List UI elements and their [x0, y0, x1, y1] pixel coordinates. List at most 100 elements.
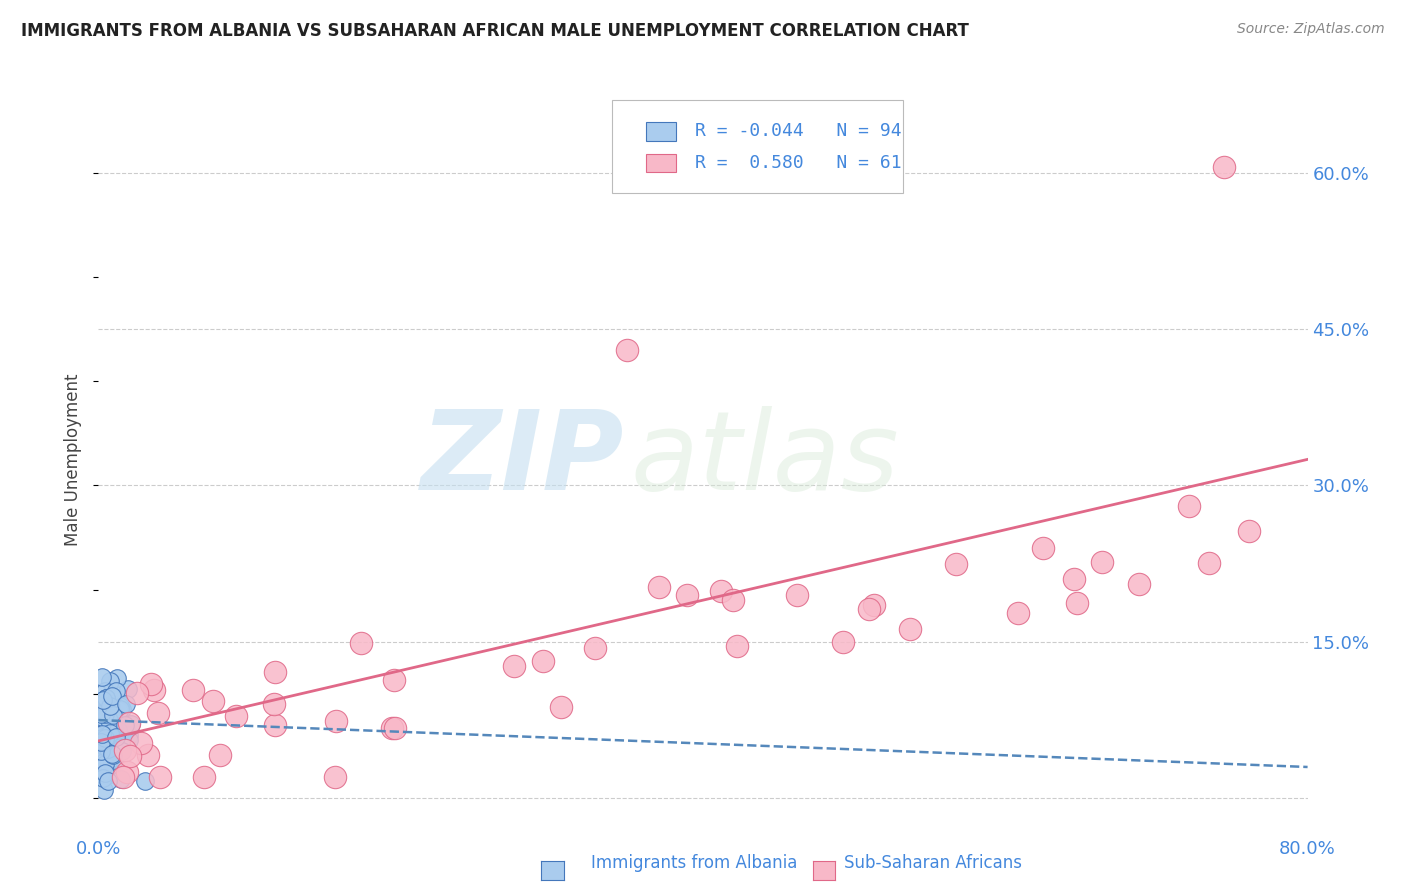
Point [1032, 541, 1054, 556]
Point [550, 699, 572, 714]
Point [101, 689, 124, 703]
Point [96, 719, 118, 733]
Point [90, 670, 112, 684]
Point [93, 732, 115, 747]
Point [264, 718, 287, 732]
Point [89, 747, 111, 762]
Point [616, 343, 638, 357]
Point [114, 718, 136, 732]
Point [97, 702, 120, 716]
Point [120, 717, 142, 731]
Point [117, 681, 139, 696]
Point [104, 684, 127, 698]
Point [93, 755, 115, 769]
Text: Immigrants from Albania: Immigrants from Albania [591, 855, 797, 872]
Point [831, 634, 853, 648]
Point [91, 692, 114, 706]
Point [108, 699, 131, 714]
Point [89, 747, 111, 762]
Point [101, 747, 124, 762]
Point [98, 767, 121, 781]
Point [107, 723, 129, 737]
Point [91, 713, 114, 727]
Point [118, 728, 141, 742]
Point [100, 747, 122, 761]
Point [108, 704, 131, 718]
Point [89, 701, 111, 715]
Point [97, 773, 120, 788]
Point [1237, 524, 1260, 538]
Point [263, 665, 285, 679]
Point [89, 749, 111, 764]
Text: atlas: atlas [630, 406, 898, 513]
Point [101, 727, 124, 741]
Point [98, 726, 121, 740]
Point [101, 707, 124, 722]
Point [96, 739, 118, 753]
Point [110, 702, 132, 716]
Point [89, 712, 111, 726]
Point [94, 732, 117, 747]
Point [384, 721, 406, 735]
Point [131, 736, 153, 750]
Point [382, 673, 405, 688]
Point [93, 735, 115, 749]
Point [725, 639, 748, 653]
Point [141, 677, 163, 691]
Text: IMMIGRANTS FROM ALBANIA VS SUBSAHARAN AFRICAN MALE UNEMPLOYMENT CORRELATION CHAR: IMMIGRANTS FROM ALBANIA VS SUBSAHARAN AF… [21, 22, 969, 40]
Point [94, 683, 117, 698]
Point [114, 743, 136, 757]
Point [103, 753, 125, 767]
Point [381, 721, 404, 735]
Point [91, 731, 114, 746]
Text: Source: ZipAtlas.com: Source: ZipAtlas.com [1237, 22, 1385, 37]
Point [89, 736, 111, 750]
Point [94, 765, 117, 780]
Point [863, 598, 886, 612]
Point [1091, 555, 1114, 569]
Point [531, 654, 554, 668]
Point [134, 773, 156, 788]
Point [93, 735, 115, 749]
Point [91, 772, 114, 786]
Point [786, 589, 808, 603]
Point [90, 767, 112, 781]
Point [1198, 557, 1220, 571]
FancyBboxPatch shape [647, 154, 676, 172]
Y-axis label: Male Unemployment: Male Unemployment [65, 373, 83, 546]
Point [89, 724, 111, 739]
Point [93, 756, 115, 771]
Point [98, 698, 121, 713]
Point [98, 716, 121, 731]
Text: R = -0.044   N = 94: R = -0.044 N = 94 [695, 122, 901, 140]
Point [193, 771, 215, 785]
Point [111, 702, 134, 716]
Point [118, 749, 141, 764]
Point [100, 699, 122, 714]
Point [125, 686, 148, 700]
Point [1128, 577, 1150, 591]
Point [142, 683, 165, 698]
Point [103, 722, 125, 736]
Point [89, 731, 111, 746]
Point [98, 705, 121, 719]
Point [118, 732, 141, 747]
Point [90, 707, 112, 722]
Point [91, 744, 114, 758]
Point [898, 622, 921, 636]
Point [90, 728, 112, 742]
Point [103, 721, 125, 735]
Point [97, 714, 120, 729]
Point [90, 706, 112, 721]
Point [101, 727, 124, 741]
Point [93, 783, 115, 797]
Point [201, 694, 224, 708]
Point [90, 733, 112, 747]
Point [104, 730, 127, 744]
Point [89, 729, 111, 743]
Point [115, 764, 138, 779]
Point [146, 706, 169, 720]
Point [89, 740, 111, 755]
Point [945, 557, 967, 571]
Point [149, 771, 172, 785]
